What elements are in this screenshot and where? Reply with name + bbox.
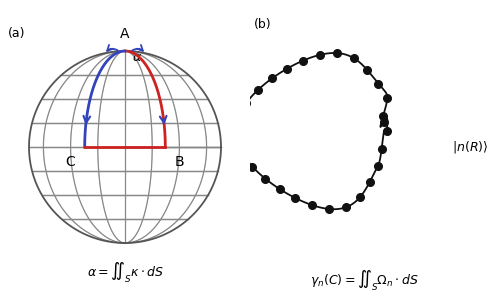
- Text: C: C: [66, 155, 75, 169]
- Text: $\gamma_n(C) = \iint_{S} \Omega_n \cdot dS$: $\gamma_n(C) = \iint_{S} \Omega_n \cdot …: [310, 268, 419, 292]
- Text: $\alpha = \iint_{S} \kappa \cdot dS$: $\alpha = \iint_{S} \kappa \cdot dS$: [86, 260, 164, 285]
- Text: B: B: [175, 155, 184, 169]
- Text: $|n(R)\rangle$: $|n(R)\rangle$: [452, 139, 488, 155]
- Text: (b): (b): [254, 18, 272, 31]
- Text: $\alpha$: $\alpha$: [132, 51, 142, 64]
- Text: A: A: [120, 27, 130, 41]
- Text: (a): (a): [8, 27, 25, 40]
